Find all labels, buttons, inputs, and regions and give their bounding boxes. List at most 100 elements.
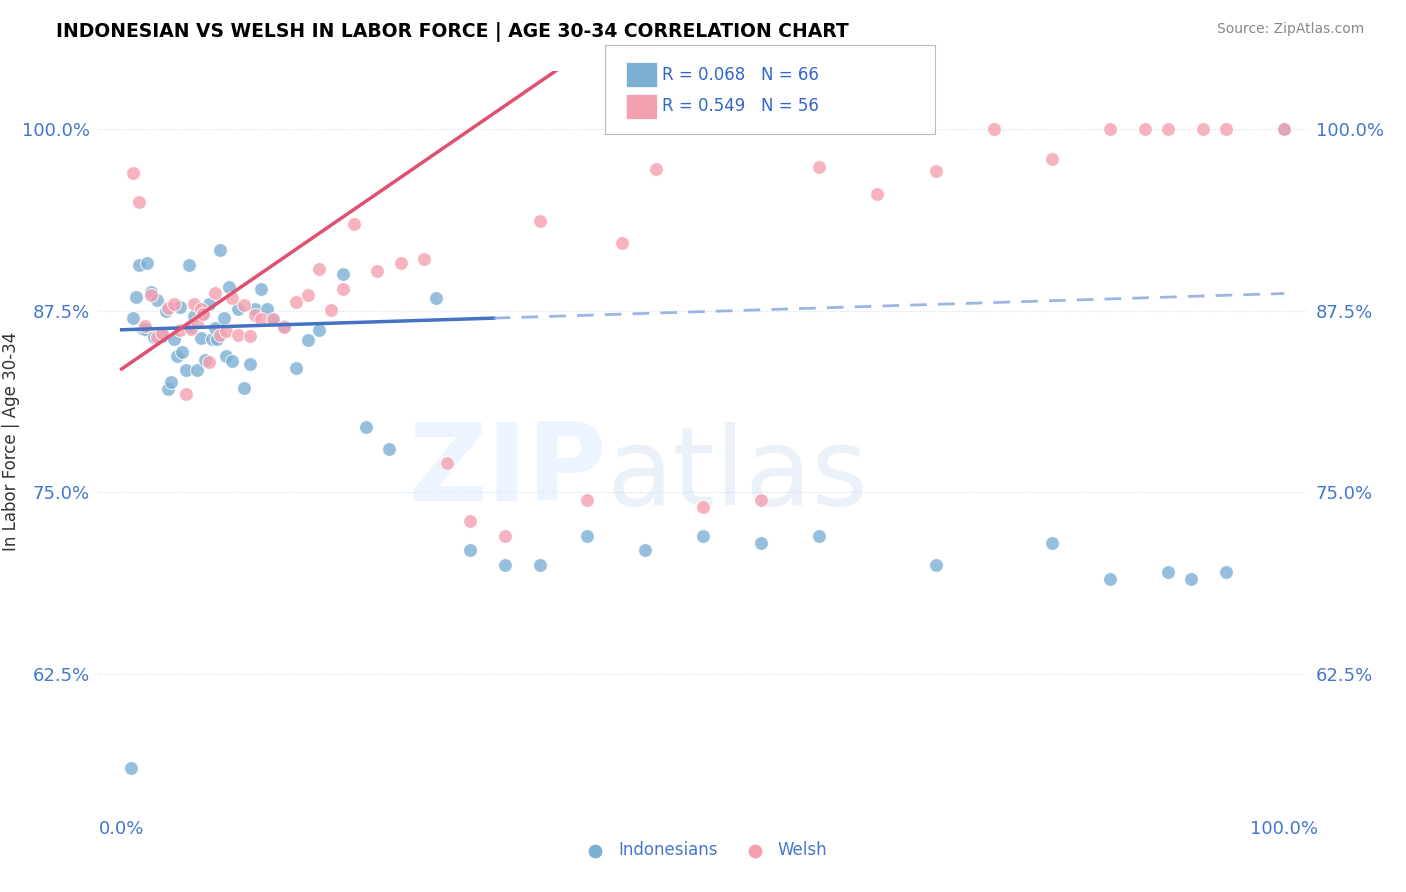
- Point: [529, 558, 551, 572]
- Point: [343, 217, 366, 231]
- Point: [169, 301, 191, 315]
- Point: [183, 297, 205, 311]
- Point: [186, 363, 208, 377]
- Point: [1215, 565, 1237, 579]
- Point: [692, 529, 714, 543]
- Point: [1098, 122, 1121, 136]
- Point: [172, 344, 194, 359]
- Point: [250, 312, 273, 326]
- Point: [808, 160, 831, 174]
- Point: [145, 293, 167, 307]
- Point: [194, 352, 217, 367]
- Point: [262, 312, 284, 326]
- Point: [124, 290, 146, 304]
- Point: [319, 302, 342, 317]
- Point: [749, 492, 772, 507]
- Point: [1040, 536, 1063, 550]
- Point: [983, 122, 1005, 136]
- Point: [155, 303, 177, 318]
- Point: [634, 543, 657, 558]
- Point: [180, 322, 202, 336]
- Point: [413, 252, 436, 267]
- Point: [749, 536, 772, 550]
- Text: Source: ZipAtlas.com: Source: ZipAtlas.com: [1216, 22, 1364, 37]
- Point: [262, 312, 284, 326]
- Point: [145, 329, 167, 343]
- Point: [190, 331, 212, 345]
- Point: [332, 282, 354, 296]
- Point: [366, 264, 388, 278]
- Point: [250, 282, 273, 296]
- Point: [186, 315, 208, 329]
- Point: [1215, 122, 1237, 136]
- Point: [425, 291, 447, 305]
- Point: [308, 323, 330, 337]
- Legend: Indonesians, Welsh: Indonesians, Welsh: [578, 841, 828, 859]
- Point: [212, 310, 235, 325]
- Point: [494, 558, 516, 572]
- Point: [226, 328, 249, 343]
- Point: [285, 361, 308, 376]
- Text: R = 0.549   N = 56: R = 0.549 N = 56: [662, 97, 820, 115]
- Point: [150, 329, 173, 343]
- Point: [245, 308, 267, 322]
- Point: [166, 349, 188, 363]
- Point: [297, 287, 319, 301]
- Point: [139, 285, 162, 299]
- Point: [120, 761, 142, 775]
- Point: [389, 256, 412, 270]
- Point: [139, 287, 162, 301]
- Point: [1157, 122, 1180, 136]
- Point: [122, 166, 145, 180]
- Point: [191, 307, 214, 321]
- Point: [245, 301, 267, 316]
- Point: [494, 529, 516, 543]
- Point: [218, 280, 240, 294]
- Point: [460, 543, 482, 558]
- Text: ZIP: ZIP: [408, 418, 606, 524]
- Point: [273, 320, 295, 334]
- Point: [180, 319, 202, 334]
- Point: [1192, 122, 1215, 136]
- Point: [183, 309, 205, 323]
- Point: [169, 323, 191, 337]
- Point: [436, 456, 458, 470]
- Point: [808, 529, 831, 543]
- Point: [163, 297, 186, 311]
- Point: [209, 327, 232, 342]
- Y-axis label: In Labor Force | Age 30-34: In Labor Force | Age 30-34: [1, 332, 20, 551]
- Point: [332, 268, 354, 282]
- Point: [226, 302, 249, 317]
- Point: [692, 500, 714, 514]
- Point: [201, 333, 224, 347]
- Point: [378, 442, 401, 456]
- Point: [924, 164, 946, 178]
- Point: [134, 319, 156, 334]
- Point: [215, 324, 238, 338]
- Point: [143, 330, 166, 344]
- Point: [179, 258, 201, 272]
- Point: [122, 311, 145, 326]
- Point: [174, 387, 197, 401]
- Point: [174, 363, 197, 377]
- Point: [273, 318, 295, 333]
- Point: [204, 321, 226, 335]
- Point: [1272, 122, 1295, 136]
- Point: [128, 194, 150, 209]
- Point: [529, 214, 551, 228]
- Point: [198, 355, 221, 369]
- Point: [239, 358, 262, 372]
- Point: [198, 297, 221, 311]
- Point: [209, 243, 232, 257]
- Point: [159, 375, 181, 389]
- Point: [1180, 573, 1202, 587]
- Text: R = 0.068   N = 66: R = 0.068 N = 66: [662, 66, 820, 84]
- Point: [354, 420, 377, 434]
- Point: [128, 258, 150, 272]
- Point: [575, 529, 598, 543]
- Point: [645, 161, 668, 176]
- Point: [191, 307, 214, 321]
- Point: [131, 322, 153, 336]
- Point: [157, 301, 180, 315]
- Point: [924, 558, 946, 572]
